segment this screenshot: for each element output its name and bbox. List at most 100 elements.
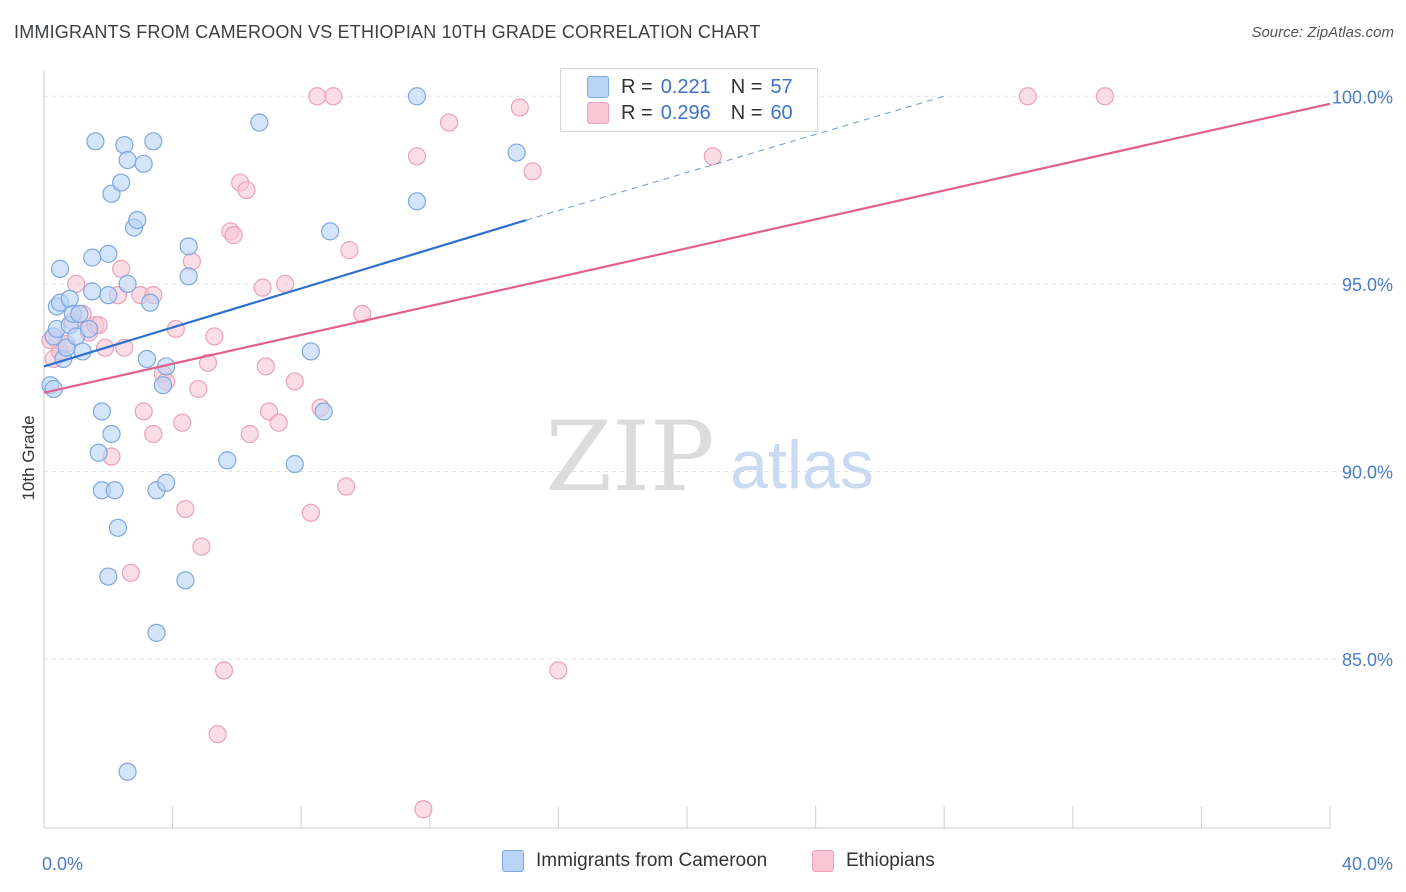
ethiopian-point (253, 278, 272, 297)
ethiopian-point (407, 147, 427, 166)
cameroon-point (70, 304, 89, 324)
cameroon-point (301, 342, 320, 361)
ethiopians-legend-swatch (812, 850, 834, 872)
ethiopian-point (198, 353, 218, 372)
ethiopian-point (67, 274, 86, 293)
legend-n-value-ethiopians: 60 (770, 101, 793, 124)
cameroon-point (144, 132, 163, 151)
ethiopian-point (276, 274, 295, 293)
legend-row-cameroon: R = 0.221 N = 57 (587, 74, 793, 100)
ethiopian-point (144, 424, 163, 444)
ethiopian-point (173, 413, 192, 432)
ethiopian-point (256, 357, 275, 376)
watermark: ZIP atlas (545, 401, 873, 513)
cameroon-point (407, 87, 427, 106)
cameroon-point (134, 154, 153, 173)
ethiopian-point (549, 661, 568, 680)
cameroon-point (86, 132, 105, 151)
ethiopian-point (224, 226, 243, 245)
ethiopian-point (523, 162, 542, 181)
ethiopian-point (1095, 87, 1115, 106)
y-axis-label: 10th Grade (19, 415, 38, 500)
ethiopian-point (510, 98, 529, 117)
cameroon-point (179, 267, 198, 286)
ethiopian-point (176, 499, 195, 519)
cameroon-point (407, 192, 427, 211)
cameroon-legend-swatch (502, 850, 524, 872)
cameroon-point (83, 248, 102, 267)
ethiopian-point (134, 402, 153, 421)
cameroon-point (50, 259, 70, 278)
cameroon-swatch (587, 76, 609, 98)
cameroon-point (99, 286, 118, 305)
y-tick-label: 95.0% (1342, 275, 1393, 295)
cameroon-point (118, 762, 137, 781)
ethiopian-point (214, 661, 234, 680)
cameroon-point (89, 443, 108, 462)
cameroon-point (83, 282, 102, 301)
ethiopian-point (182, 252, 201, 271)
legend-item-ethiopians-label: Ethiopians (846, 850, 935, 871)
ethiopian-point (240, 424, 259, 444)
watermark-zip: ZIP (545, 401, 714, 513)
cameroon-point (92, 402, 111, 421)
ethiopian-point (337, 477, 356, 496)
cameroon-point (137, 349, 156, 369)
tick-labels: 100.0% 95.0% 90.0% 85.0% 0.0% 40.0% (42, 87, 1393, 874)
cameroon-point (285, 454, 304, 474)
legend-n-value-cameroon: 57 (770, 75, 793, 98)
legend-item-ethiopians[interactable]: Ethiopians (812, 850, 935, 872)
y-tick-label: 90.0% (1342, 463, 1393, 483)
ethiopian-trend-line (43, 102, 1331, 394)
cameroon-point (321, 222, 340, 241)
cameroon-point (99, 567, 118, 586)
cameroon-point (60, 289, 79, 309)
ethiopian-point (324, 87, 343, 106)
ethiopian-point (439, 113, 459, 132)
cameroon-points (41, 87, 526, 781)
series-legend: Immigrants from Cameroon Ethiopians (0, 850, 1406, 880)
cameroon-point (179, 237, 198, 256)
y-tick-label: 100.0% (1332, 87, 1393, 107)
axes (43, 70, 1331, 829)
ethiopians-swatch (587, 102, 609, 124)
cameroon-point (79, 319, 99, 339)
ethiopian-point (301, 503, 320, 522)
cameroon-trend-line (43, 219, 527, 368)
cameroon-point (99, 244, 118, 263)
legend-item-cameroon-label: Immigrants from Cameroon (536, 850, 768, 871)
cameroon-point (153, 376, 173, 395)
ethiopian-point (112, 259, 131, 278)
cameroon-point (218, 451, 237, 470)
cameroon-trend-extension (526, 95, 945, 221)
ethiopian-point (308, 87, 327, 106)
cameroon-point (115, 135, 134, 155)
cameroon-point (108, 518, 128, 537)
cameroon-point (250, 113, 269, 132)
legend-r-value-ethiopians: 0.296 (660, 101, 711, 124)
y-tick-label: 85.0% (1342, 650, 1393, 670)
correlation-legend: R = 0.221 N = 57 R = 0.296 N = 60 (560, 68, 818, 132)
x-tick-label: 0.0% (42, 854, 83, 874)
ethiopian-point (353, 304, 372, 324)
trend-lines (43, 95, 1331, 394)
cameroon-point (157, 473, 176, 492)
ethiopian-point (269, 413, 288, 432)
ethiopian-point (192, 537, 211, 556)
legend-n-label: N = (730, 101, 763, 124)
cameroon-point (118, 150, 137, 170)
ethiopian-point (121, 563, 140, 582)
cameroon-point (102, 424, 121, 444)
cameroon-point (147, 623, 166, 642)
cameroon-point (112, 173, 131, 192)
legend-item-cameroon[interactable]: Immigrants from Cameroon (502, 850, 767, 872)
ethiopian-point (703, 147, 722, 166)
cameroon-point (176, 571, 195, 590)
ethiopian-point (340, 241, 359, 260)
ethiopian-point (205, 327, 224, 346)
ethiopian-point (1018, 87, 1037, 106)
legend-row-ethiopians: R = 0.296 N = 60 (587, 100, 793, 126)
chart-title: IMMIGRANTS FROM CAMEROON VS ETHIOPIAN 10… (14, 22, 761, 42)
ethiopian-point (237, 180, 256, 200)
